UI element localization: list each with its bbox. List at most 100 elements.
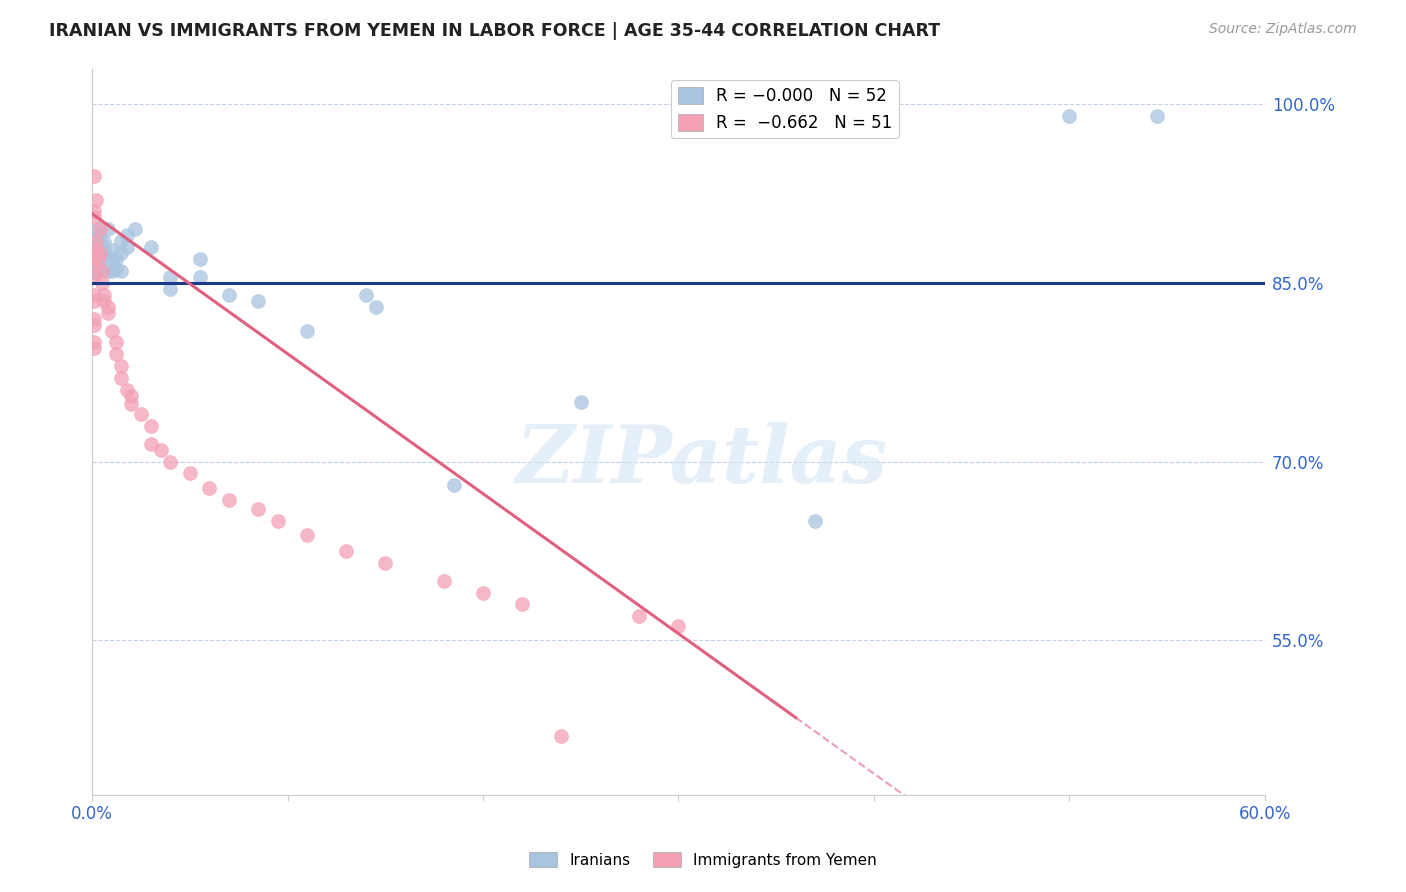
Point [1146,109,1168,123]
Point [83,342,105,356]
Point [83,252,105,266]
Point [89,222,111,236]
Text: ZIPatlas: ZIPatlas [516,422,889,500]
Text: Source: ZipAtlas.com: Source: ZipAtlas.com [1209,22,1357,37]
Point [91,276,114,290]
Point [120,397,142,411]
Point [89,261,111,276]
Point [84,193,107,207]
Point [247,293,270,308]
Point [100,324,122,338]
Point [117,228,139,243]
Point [84,234,107,248]
Point [87,236,110,251]
Point [218,492,240,507]
Point [83,318,105,332]
Point [374,556,396,570]
Point [87,252,110,266]
Point [84,243,107,257]
Point [335,544,357,558]
Point [87,244,110,259]
Point [124,222,146,236]
Point [139,240,162,254]
Point [84,237,107,252]
Point [89,235,111,250]
Point [83,211,105,225]
Point [87,257,110,271]
Point [104,261,127,276]
Point [83,240,105,254]
Point [100,243,122,257]
Point [804,514,827,528]
Point [179,467,201,481]
Point [104,252,127,266]
Point [97,222,120,236]
Point [100,252,122,266]
Point [218,288,240,302]
Point [295,324,318,338]
Point [129,407,152,421]
Point [91,244,114,259]
Point [139,436,162,450]
Point [83,264,105,278]
Point [84,261,107,276]
Point [84,254,107,268]
Point [110,234,132,248]
Point [159,454,181,468]
Point [120,389,142,403]
Point [89,243,111,257]
Point [510,598,533,612]
Point [550,729,572,743]
Point [97,306,120,320]
Point [110,371,132,385]
Point [110,264,132,278]
Point [628,609,651,624]
Point [87,250,110,264]
Point [83,288,105,302]
Point [91,252,114,266]
Point [89,246,111,260]
Point [364,300,387,314]
Point [188,269,211,284]
Point [668,619,690,633]
Point [472,585,495,599]
Point [97,300,120,314]
Point [83,252,105,266]
Point [198,481,221,495]
Legend: Iranians, Immigrants from Yemen: Iranians, Immigrants from Yemen [523,846,883,873]
Point [295,528,318,542]
Point [84,266,107,280]
Point [433,574,456,588]
Point [117,240,139,254]
Point [139,418,162,433]
Legend: R = −0.000   N = 52, R =  −0.662   N = 51: R = −0.000 N = 52, R = −0.662 N = 51 [671,80,898,138]
Point [83,258,105,272]
Point [87,222,110,236]
Point [110,359,132,374]
Point [83,204,105,219]
Point [93,243,115,257]
Point [93,293,115,308]
Point [83,335,105,350]
Point [93,235,115,250]
Point [110,246,132,260]
Point [83,311,105,326]
Point [87,230,110,244]
Point [1059,109,1081,123]
Text: IRANIAN VS IMMIGRANTS FROM YEMEN IN LABOR FORCE | AGE 35-44 CORRELATION CHART: IRANIAN VS IMMIGRANTS FROM YEMEN IN LABO… [49,22,941,40]
Point [84,243,107,257]
Point [100,264,122,278]
Point [104,347,127,361]
Point [93,288,115,302]
Point [89,228,111,243]
Point [354,288,377,302]
Point [188,252,211,266]
Point [84,250,107,264]
Point [569,395,592,409]
Point [117,383,139,397]
Point [267,514,290,528]
Point [83,258,105,272]
Point [159,269,181,284]
Point [149,442,172,457]
Point [159,282,181,296]
